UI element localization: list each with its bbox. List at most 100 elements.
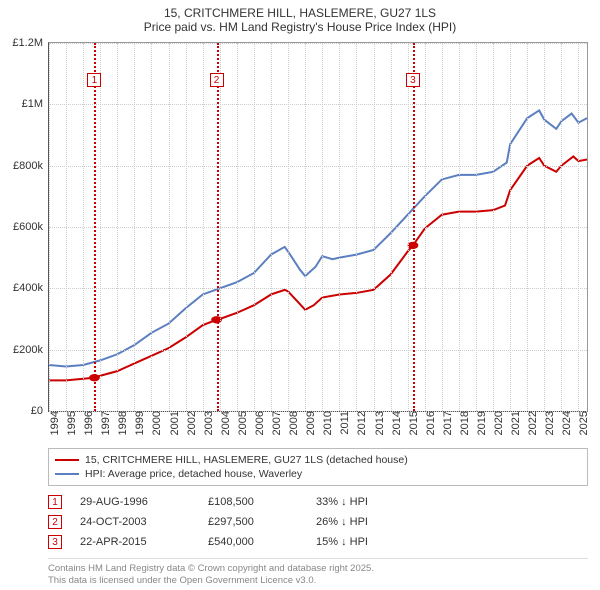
x-axis-label: 2010 <box>318 411 334 435</box>
gridline-vertical <box>356 43 357 411</box>
reference-line <box>413 43 415 411</box>
x-axis-label: 2019 <box>472 411 488 435</box>
gridline-vertical <box>220 43 221 411</box>
x-axis-label: 2002 <box>182 411 198 435</box>
x-axis-label: 1999 <box>130 411 146 435</box>
transaction-index-box: 1 <box>48 495 62 509</box>
gridline-horizontal <box>49 288 587 289</box>
x-axis-label: 2015 <box>404 411 420 435</box>
gridline-vertical <box>151 43 152 411</box>
transaction-date: 24-OCT-2003 <box>80 516 190 528</box>
x-axis-label: 1994 <box>45 411 61 435</box>
gridline-vertical <box>203 43 204 411</box>
gridline-vertical <box>186 43 187 411</box>
title-subtitle: Price paid vs. HM Land Registry's House … <box>4 20 596 34</box>
footer-line1: Contains HM Land Registry data © Crown c… <box>48 563 588 575</box>
x-axis-label: 2011 <box>335 411 351 435</box>
x-axis-label: 1998 <box>113 411 129 435</box>
footer-attribution: Contains HM Land Registry data © Crown c… <box>48 558 588 588</box>
gridline-vertical <box>254 43 255 411</box>
gridline-vertical <box>339 43 340 411</box>
legend-item: HPI: Average price, detached house, Wave… <box>55 467 581 481</box>
legend-item: 15, CRITCHMERE HILL, HASLEMERE, GU27 1LS… <box>55 453 581 467</box>
reference-marker-box: 3 <box>406 73 420 87</box>
x-axis-label: 2004 <box>216 411 232 435</box>
transaction-price: £297,500 <box>208 516 298 528</box>
transaction-date: 29-AUG-1996 <box>80 496 190 508</box>
x-axis-label: 2025 <box>574 411 590 435</box>
gridline-vertical <box>408 43 409 411</box>
x-axis-label: 2012 <box>352 411 368 435</box>
gridline-vertical <box>442 43 443 411</box>
y-axis-label: £1M <box>22 98 49 110</box>
reference-line <box>217 43 219 411</box>
gridline-horizontal <box>49 166 587 167</box>
x-axis-label: 2009 <box>301 411 317 435</box>
transaction-price: £108,500 <box>208 496 298 508</box>
gridline-vertical <box>237 43 238 411</box>
x-axis-label: 2001 <box>165 411 181 435</box>
legend-label: HPI: Average price, detached house, Wave… <box>85 468 302 480</box>
transaction-index-box: 2 <box>48 515 62 529</box>
x-axis-label: 2024 <box>557 411 573 435</box>
gridline-vertical <box>66 43 67 411</box>
x-axis-label: 2000 <box>147 411 163 435</box>
gridline-vertical <box>117 43 118 411</box>
x-axis-label: 1996 <box>79 411 95 435</box>
x-axis-label: 2018 <box>455 411 471 435</box>
legend-label: 15, CRITCHMERE HILL, HASLEMERE, GU27 1LS… <box>85 454 408 466</box>
gridline-vertical <box>288 43 289 411</box>
gridline-vertical <box>544 43 545 411</box>
chart-plot-area: £0£200k£400k£600k£800k£1M£1.2M1994199519… <box>48 42 588 412</box>
reference-marker-box: 2 <box>210 73 224 87</box>
y-axis-label: £1.2M <box>12 37 49 49</box>
series-hpi <box>49 110 587 366</box>
x-axis-label: 1995 <box>62 411 78 435</box>
x-axis-label: 1997 <box>96 411 112 435</box>
x-axis-label: 2003 <box>199 411 215 435</box>
y-axis-label: £400k <box>13 282 49 294</box>
chart-title-block: 15, CRITCHMERE HILL, HASLEMERE, GU27 1LS… <box>0 0 600 38</box>
x-axis-label: 2006 <box>250 411 266 435</box>
gridline-horizontal <box>49 104 587 105</box>
transaction-index-box: 3 <box>48 535 62 549</box>
gridline-vertical <box>83 43 84 411</box>
gridline-vertical <box>527 43 528 411</box>
x-axis-label: 2008 <box>284 411 300 435</box>
legend: 15, CRITCHMERE HILL, HASLEMERE, GU27 1LS… <box>48 448 588 486</box>
gridline-vertical <box>510 43 511 411</box>
gridline-vertical <box>561 43 562 411</box>
gridline-vertical <box>425 43 426 411</box>
gridline-horizontal <box>49 227 587 228</box>
x-axis-label: 2017 <box>438 411 454 435</box>
transaction-row: 224-OCT-2003£297,50026% ↓ HPI <box>48 512 588 532</box>
x-axis-label: 2020 <box>489 411 505 435</box>
gridline-vertical <box>459 43 460 411</box>
transaction-date: 22-APR-2015 <box>80 536 190 548</box>
gridline-vertical <box>322 43 323 411</box>
title-address: 15, CRITCHMERE HILL, HASLEMERE, GU27 1LS <box>4 6 596 20</box>
gridline-vertical <box>169 43 170 411</box>
gridline-vertical <box>391 43 392 411</box>
y-axis-label: £200k <box>13 344 49 356</box>
x-axis-label: 2005 <box>233 411 249 435</box>
transaction-price: £540,000 <box>208 536 298 548</box>
transaction-row: 3 22-APR-2015 £540,000 15% ↓ HPI <box>48 532 588 552</box>
transactions-table: 1 29-AUG-1996 £108,500 33% ↓ HPI 2 24-OCT-200… <box>48 492 588 552</box>
x-axis-label: 2007 <box>267 411 283 435</box>
x-axis-label: 2023 <box>540 411 556 435</box>
x-axis-label: 2013 <box>370 411 386 435</box>
gridline-vertical <box>476 43 477 411</box>
gridline-vertical <box>374 43 375 411</box>
transaction-delta: 15% ↓ HPI <box>316 536 426 548</box>
gridline-vertical <box>100 43 101 411</box>
x-axis-label: 2022 <box>523 411 539 435</box>
x-axis-label: 2021 <box>506 411 522 435</box>
x-axis-label: 2016 <box>421 411 437 435</box>
transaction-delta: 33% ↓ HPI <box>316 496 426 508</box>
legend-swatch <box>55 473 79 475</box>
y-axis-label: £800k <box>13 160 49 172</box>
gridline-vertical <box>578 43 579 411</box>
footer-line2: This data is licensed under the Open Gov… <box>48 575 588 587</box>
gridline-horizontal <box>49 43 587 44</box>
